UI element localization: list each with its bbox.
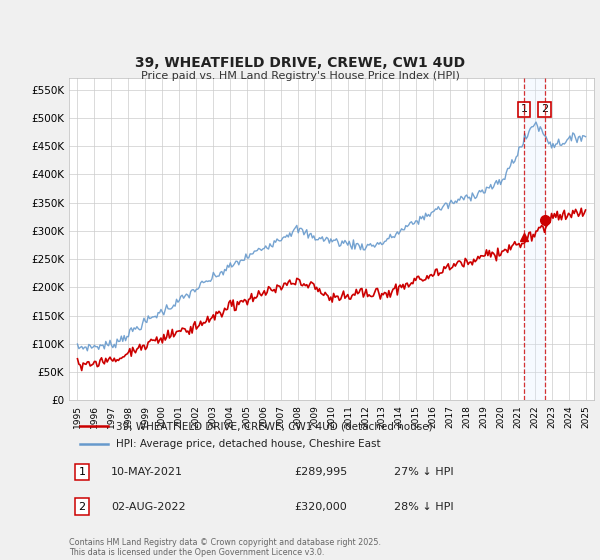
Text: £289,995: £289,995 (295, 467, 348, 477)
Text: 28% ↓ HPI: 28% ↓ HPI (395, 502, 454, 512)
Text: 2: 2 (541, 105, 548, 114)
Text: Contains HM Land Registry data © Crown copyright and database right 2025.
This d: Contains HM Land Registry data © Crown c… (69, 538, 381, 557)
Text: 10-MAY-2021: 10-MAY-2021 (111, 467, 183, 477)
Text: 39, WHEATFIELD DRIVE, CREWE, CW1 4UD: 39, WHEATFIELD DRIVE, CREWE, CW1 4UD (135, 56, 465, 70)
Text: 02-AUG-2022: 02-AUG-2022 (111, 502, 185, 512)
Text: 27% ↓ HPI: 27% ↓ HPI (395, 467, 454, 477)
Text: 2: 2 (79, 502, 86, 512)
Text: HPI: Average price, detached house, Cheshire East: HPI: Average price, detached house, Ches… (116, 439, 381, 449)
Text: £320,000: £320,000 (295, 502, 347, 512)
Text: 39, WHEATFIELD DRIVE, CREWE, CW1 4UD (detached house): 39, WHEATFIELD DRIVE, CREWE, CW1 4UD (de… (116, 421, 433, 431)
Text: 1: 1 (79, 467, 86, 477)
Text: Price paid vs. HM Land Registry's House Price Index (HPI): Price paid vs. HM Land Registry's House … (140, 71, 460, 81)
Bar (524, 78, 545, 400)
Text: 1: 1 (520, 105, 527, 114)
